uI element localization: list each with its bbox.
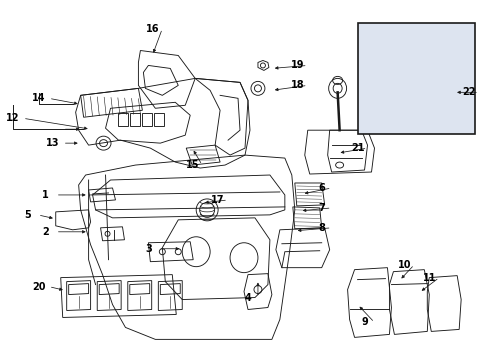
Bar: [357, 23, 474, 134]
Text: 13: 13: [46, 138, 60, 148]
Text: 2: 2: [42, 227, 49, 237]
Text: 17: 17: [211, 195, 224, 205]
Text: 5: 5: [24, 210, 31, 220]
Text: 18: 18: [290, 80, 304, 90]
Text: 3: 3: [145, 244, 151, 254]
Text: 7: 7: [318, 203, 325, 213]
Text: 14: 14: [32, 93, 45, 103]
Text: 20: 20: [32, 282, 45, 292]
Text: 1: 1: [42, 190, 49, 200]
Text: 11: 11: [422, 273, 435, 283]
Text: 12: 12: [6, 113, 20, 123]
Text: 10: 10: [397, 260, 410, 270]
Text: 6: 6: [318, 183, 325, 193]
Text: 16: 16: [145, 24, 159, 33]
Text: 4: 4: [244, 293, 251, 302]
Text: 19: 19: [290, 60, 304, 71]
Text: 22: 22: [462, 87, 475, 97]
Text: 8: 8: [318, 223, 325, 233]
Text: 21: 21: [350, 143, 364, 153]
Text: 9: 9: [361, 318, 367, 328]
Text: 15: 15: [185, 160, 199, 170]
